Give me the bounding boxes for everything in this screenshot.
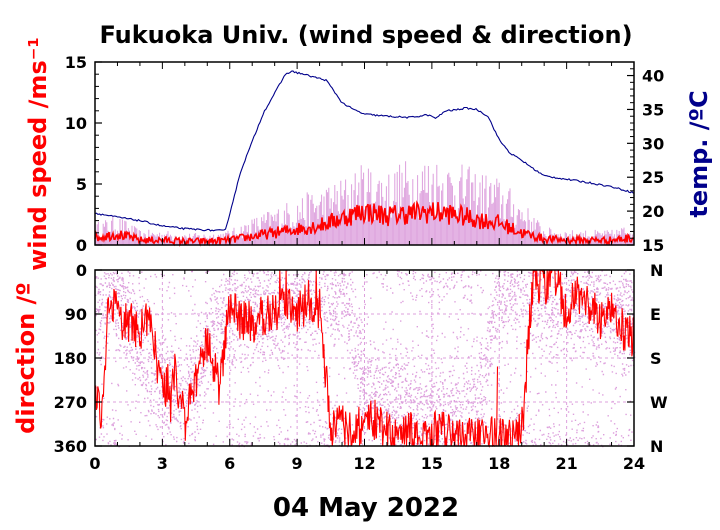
compass-tick-label: S: [650, 349, 662, 368]
top-axes: 0 5 10 15 15 20 25 30 35 40: [65, 53, 665, 255]
hour-tick-label: 24: [623, 454, 645, 473]
hour-tick-label: 21: [555, 454, 577, 473]
temperature-tick-label: 35: [642, 100, 664, 119]
chart-title: Fukuoka Univ. (wind speed & direction): [99, 21, 632, 49]
wind-speed-tick-label: 5: [76, 175, 87, 194]
temperature-tick-label: 30: [642, 134, 664, 153]
direction-panel: 0 90 180 270 360 N E S W N 0 3 6 9 12 15 18 21 24: [54, 261, 668, 473]
temperature-tick-label: 15: [642, 236, 664, 255]
direction-tick-label: 180: [54, 349, 87, 368]
direction-tick-label: 0: [76, 261, 87, 280]
bottom-plot-area: [94, 269, 636, 449]
wind-speed-tick-label: 15: [65, 53, 87, 72]
temperature-tick-label: 40: [642, 67, 664, 86]
wind-speed-tick-label: 0: [76, 236, 87, 255]
compass-tick-label: N: [650, 261, 663, 280]
date-label: 04 May 2022: [273, 493, 459, 523]
wind-speed-axis-label: wind speed /ms⁻¹: [24, 37, 52, 271]
compass-tick-label: W: [650, 393, 668, 412]
compass-tick-label: N: [650, 437, 663, 456]
hour-tick-label: 6: [224, 454, 235, 473]
top-plot-area: [94, 70, 635, 247]
temperature-tick-label: 25: [642, 168, 664, 187]
wind-speed-temperature-panel: 0 5 10 15 15 20 25 30 35 40: [65, 53, 665, 255]
direction-tick-label: 90: [65, 305, 87, 324]
compass-tick-label: E: [650, 305, 661, 324]
direction-tick-label: 360: [54, 437, 87, 456]
hour-tick-label: 15: [421, 454, 443, 473]
temperature-axis-label: temp. /ºC: [685, 90, 713, 217]
temperature-tick-label: 20: [642, 202, 664, 221]
gust-series: [95, 161, 635, 245]
direction-tick-label: 270: [54, 393, 87, 412]
bottom-axes: 0 90 180 270 360 N E S W N 0 3 6 9 12 15 18 21 24: [54, 261, 668, 473]
hour-tick-label: 0: [89, 454, 100, 473]
temperature-series: [94, 70, 634, 232]
direction-axis-label: direction /º: [12, 282, 40, 434]
hour-tick-label: 9: [292, 454, 303, 473]
wind-speed-tick-label: 10: [65, 114, 87, 133]
hour-tick-label: 18: [488, 454, 510, 473]
hour-tick-label: 12: [353, 454, 375, 473]
hour-tick-label: 3: [157, 454, 168, 473]
